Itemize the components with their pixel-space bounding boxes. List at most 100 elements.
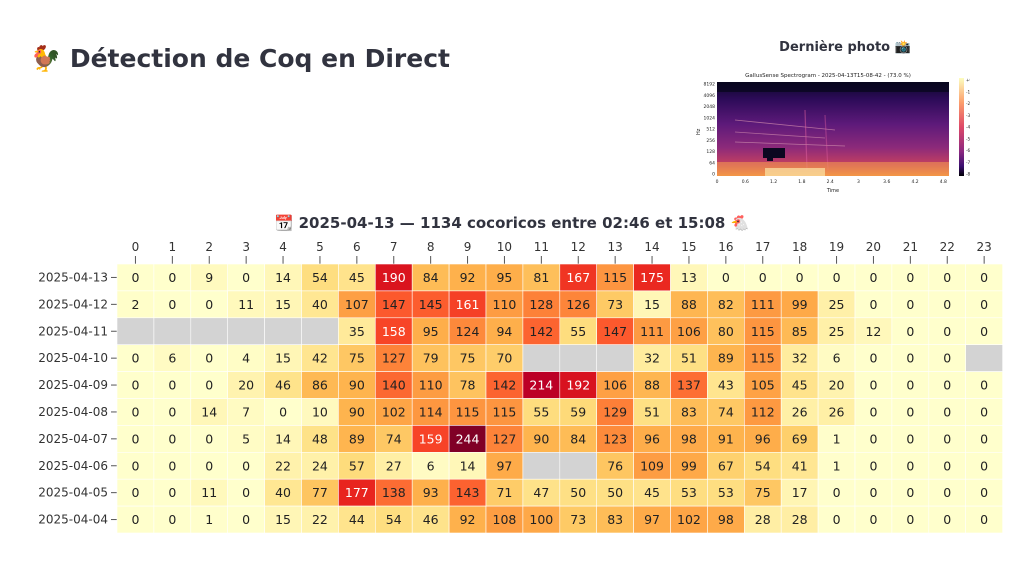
date-tick-label: 2025-04-06 — [38, 459, 108, 473]
heatmap-cell-label: 90 — [349, 404, 365, 419]
heatmap-cell-label: 73 — [570, 512, 586, 527]
heatmap-cell-label: 1 — [833, 431, 841, 446]
heatmap-cell — [670, 290, 708, 319]
spectrogram-xtick: 0.6 — [742, 179, 749, 185]
heatmap-cell — [411, 452, 450, 480]
heatmap-cell-label: 1 — [205, 512, 213, 527]
heatmap-cell-label: 92 — [460, 270, 476, 285]
heatmap-cell-label: 0 — [980, 512, 988, 527]
date-tick-label: 2025-04-09 — [38, 378, 108, 392]
heatmap-cell — [153, 371, 192, 399]
heatmap-cell-label: 43 — [718, 378, 734, 393]
heatmap-cell — [153, 317, 192, 346]
page-title: 🐓 Détection de Coq en Direct — [30, 44, 450, 73]
heatmap-cell — [190, 344, 229, 372]
heatmap-cell-label: 0 — [242, 512, 250, 527]
heatmap-cell — [116, 505, 155, 534]
heatmap-cell-label: 91 — [718, 431, 734, 446]
heatmap-cell — [780, 478, 819, 507]
hour-tick-label: 0 — [132, 240, 140, 254]
heatmap-cell — [264, 425, 302, 453]
heatmap-cell-label: 0 — [131, 512, 139, 527]
heatmap-cell-label: 83 — [681, 404, 697, 419]
heatmap-cell-label: 115 — [456, 404, 480, 419]
heatmap-cell — [227, 505, 265, 534]
heatmap-cell-label: 177 — [345, 485, 369, 500]
heatmap-cell — [707, 505, 745, 534]
heatmap-cell-label: 147 — [603, 324, 627, 339]
heatmap-cell — [965, 398, 1003, 426]
heatmap-cell-label: 53 — [718, 485, 734, 500]
heatmap-cell-label: 95 — [496, 270, 512, 285]
colorbar-tick: +0 dB — [966, 78, 970, 83]
heatmap-cell-label: 0 — [131, 270, 139, 285]
heatmap-cell-label: 80 — [718, 324, 734, 339]
heatmap-cell — [596, 263, 634, 292]
heatmap-cell — [633, 398, 671, 426]
heatmap-cell-label: 7 — [242, 404, 250, 419]
heatmap-cell-label: 190 — [382, 270, 406, 285]
heatmap-cell-label: 0 — [943, 297, 951, 312]
heatmap-cell-label: 0 — [168, 270, 176, 285]
heatmap-cell-label: 78 — [460, 378, 476, 393]
heatmap-cell-label: 51 — [644, 404, 660, 419]
heatmap-cell — [448, 425, 487, 453]
hour-tick-label: 13 — [608, 240, 623, 254]
heatmap-cell-label: 26 — [792, 404, 808, 419]
heatmap-cell-label: 0 — [168, 485, 176, 500]
heatmap-cell-label: 10 — [312, 404, 328, 419]
heatmap-cell — [411, 371, 450, 399]
heatmap-cell-label: 83 — [607, 512, 623, 527]
heatmap-cell — [190, 452, 229, 480]
date-tick-label: 2025-04-13 — [38, 270, 108, 284]
colorbar-tick: -50 dB — [966, 136, 970, 141]
heatmap-cell — [338, 505, 376, 534]
heatmap-cell-label: 105 — [751, 378, 775, 393]
heatmap-cell — [854, 478, 893, 507]
hour-tick-label: 22 — [940, 240, 955, 254]
heatmap-cell-label: 25 — [829, 324, 845, 339]
heatmap-cell — [264, 505, 302, 534]
heatmap-cell — [264, 398, 302, 426]
hour-tick-label: 20 — [866, 240, 881, 254]
heatmap-cell — [854, 263, 893, 292]
heatmap-cell-label: 214 — [529, 378, 553, 393]
heatmap-cell-label: 32 — [644, 351, 660, 366]
spectrogram-xtick: 4.2 — [911, 179, 918, 185]
heatmap-cell — [965, 505, 1003, 534]
heatmap-cell-label: 0 — [168, 297, 176, 312]
heatmap-cell-label: 40 — [312, 297, 328, 312]
heatmap-cell — [448, 290, 487, 319]
heatmap-cell — [817, 478, 856, 507]
heatmap-cell — [153, 452, 192, 480]
date-tick-label: 2025-04-05 — [38, 486, 108, 500]
heatmap-cell-label: 84 — [423, 270, 439, 285]
heatmap-cell-label: 0 — [980, 270, 988, 285]
heatmap-cell — [374, 263, 413, 292]
heatmap-cell-label: 0 — [980, 378, 988, 393]
heatmap-cell-label: 0 — [131, 378, 139, 393]
heatmap-cell-label: 0 — [796, 270, 804, 285]
hour-tick-label: 9 — [464, 240, 472, 254]
heatmap-cell — [522, 452, 561, 480]
heatmap-cell-label: 14 — [275, 431, 291, 446]
heatmap-cell-label: 0 — [980, 324, 988, 339]
heatmap-cell — [559, 398, 597, 426]
heatmap-cell — [854, 505, 893, 534]
heatmap-cell-label: 15 — [644, 297, 660, 312]
heatmap-cell — [227, 317, 265, 346]
heatmap-cell-label: 79 — [423, 351, 439, 366]
heatmap-cell-label: 1 — [833, 458, 841, 473]
heatmap-cell — [780, 290, 819, 319]
heatmap-cell-label: 6 — [427, 458, 435, 473]
heatmap-cell — [743, 452, 782, 480]
heatmap-cell-label: 45 — [644, 485, 660, 500]
heatmap-cell-label: 145 — [419, 297, 443, 312]
heatmap-cell — [780, 505, 819, 534]
heatmap-cell-label: 0 — [722, 270, 730, 285]
heatmap-cell-label: 0 — [869, 378, 877, 393]
heatmap-cell-label: 0 — [943, 378, 951, 393]
heatmap-cell — [743, 398, 782, 426]
hour-tick-label: 17 — [755, 240, 770, 254]
heatmap-cell-label: 115 — [751, 324, 775, 339]
